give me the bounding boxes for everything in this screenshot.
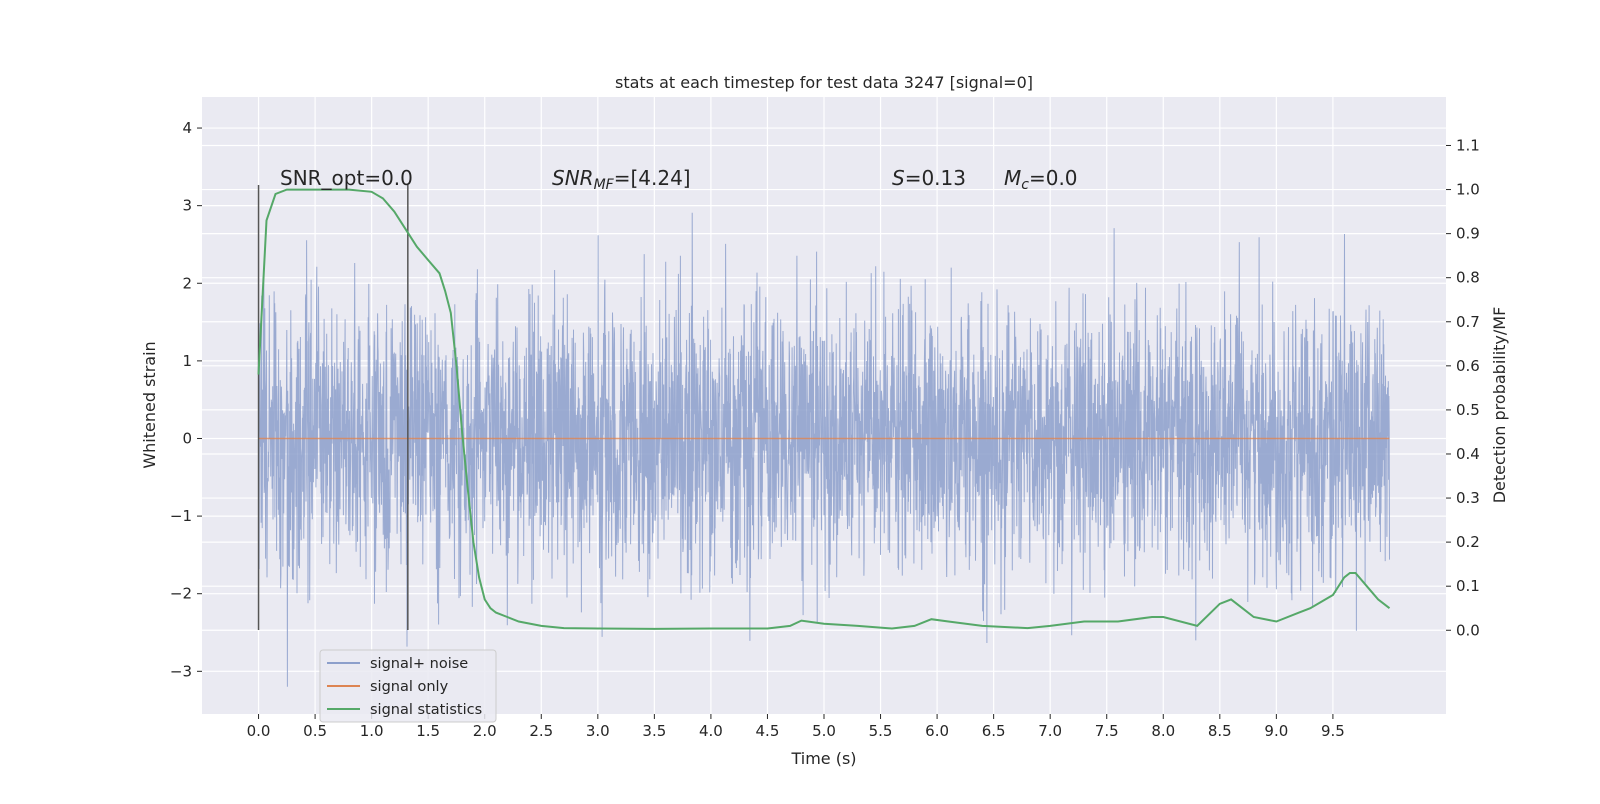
y-right-tick-label: 0.2 <box>1456 533 1480 551</box>
x-tick-label: 6.0 <box>925 722 949 740</box>
y-right-tick-label: 1.1 <box>1456 136 1480 154</box>
x-tick-label: 8.0 <box>1151 722 1175 740</box>
y-right-tick-label: 0.8 <box>1456 269 1480 287</box>
foreground-series <box>257 185 1391 630</box>
annotation-snr-mf-main: SNR <box>552 166 594 190</box>
legend-box <box>319 649 497 723</box>
x-tick-label: 6.5 <box>982 722 1006 740</box>
annotation-mc: Mc=0.0 <box>1004 166 1078 193</box>
annotation-s-value: =0.13 <box>905 166 966 190</box>
annotation-s-main: S <box>892 166 905 190</box>
x-tick-label: 3.5 <box>642 722 666 740</box>
y-tick-label: −2 <box>170 585 192 603</box>
x-tick-label: 1.0 <box>360 722 384 740</box>
signal-noise-series <box>258 212 1390 687</box>
y-right-tick-label: 0.7 <box>1456 313 1480 331</box>
y-axis-label: Whitened strain <box>140 341 159 468</box>
x-tick-label: 9.5 <box>1321 722 1345 740</box>
x-axis-label: Time (s) <box>790 749 856 768</box>
annotation-snr-opt: SNR_opt=0.0 <box>280 166 413 190</box>
x-tick-label: 0.0 <box>247 722 271 740</box>
x-tick-label: 4.0 <box>699 722 723 740</box>
annotation-snr-mf: SNRMF=[4.24] <box>552 166 691 193</box>
annotation-mc-main: M <box>1004 166 1021 190</box>
y-tick-label: −3 <box>170 662 192 680</box>
x-tick-label: 5.5 <box>869 722 893 740</box>
y-tick-label: −1 <box>170 507 192 525</box>
y-right-tick-label: 0.0 <box>1456 621 1480 639</box>
x-tick-label: 1.5 <box>416 722 440 740</box>
legend: signal+ noise signal only signal statist… <box>319 649 497 723</box>
annotation-mc-sub: c <box>1021 177 1029 193</box>
legend-label-signal-only: signal only <box>370 679 449 695</box>
x-tick-label: 5.0 <box>812 722 836 740</box>
x-tick-label: 8.5 <box>1208 722 1232 740</box>
x-tick-label: 2.0 <box>473 722 497 740</box>
y-right-tick-label: 0.1 <box>1456 577 1480 595</box>
y-right-tick-label: 0.3 <box>1456 489 1480 507</box>
y-tick-label: 3 <box>182 197 192 215</box>
series-signal-statistics <box>257 188 1391 630</box>
x-tick-label: 4.5 <box>756 722 780 740</box>
annotation-s: S=0.13 <box>892 166 966 190</box>
annotation-snr-mf-sub: MF <box>594 177 615 193</box>
y-right-tick-label: 0.5 <box>1456 401 1480 419</box>
chart-title: stats at each timestep for test data 324… <box>615 73 1033 92</box>
series-signal-noise <box>258 212 1390 687</box>
x-tick-label: 7.0 <box>1038 722 1062 740</box>
x-tick-label: 2.5 <box>529 722 553 740</box>
x-tick-label: 3.0 <box>586 722 610 740</box>
x-tick-label: 9.0 <box>1264 722 1288 740</box>
ticks: 0.0 0.5 1.0 1.5 2.0 2.5 3.0 3.5 4.0 4.5 5.0 5.5 6.0 6… <box>170 119 1480 740</box>
annotation-snr-mf-value: =[4.24] <box>614 166 691 190</box>
legend-label-signal-statistics: signal statistics <box>370 702 482 718</box>
legend-label-signal-noise: signal+ noise <box>370 656 468 672</box>
y-tick-label: 1 <box>182 352 192 370</box>
y-right-tick-label: 0.4 <box>1456 445 1480 463</box>
y-right-tick-label: 0.9 <box>1456 225 1480 243</box>
y-right-tick-label: 1.0 <box>1456 181 1480 199</box>
annotation-mc-value: =0.0 <box>1029 166 1078 190</box>
y-tick-label: 2 <box>182 274 192 292</box>
y-right-tick-label: 0.6 <box>1456 357 1480 375</box>
y-tick-label: 0 <box>182 429 192 447</box>
y-axis-right-label: Detection probability/MF <box>1490 307 1509 504</box>
x-tick-label: 7.5 <box>1095 722 1119 740</box>
x-tick-label: 0.5 <box>303 722 327 740</box>
y-tick-label: 4 <box>182 119 192 137</box>
